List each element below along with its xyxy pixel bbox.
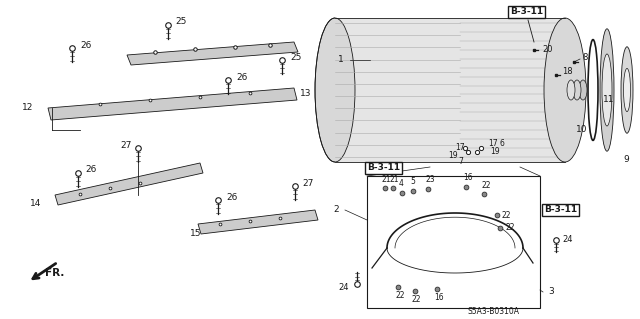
Text: 25: 25 — [290, 53, 301, 62]
Text: 7: 7 — [458, 158, 463, 167]
Polygon shape — [48, 88, 297, 120]
Text: 21: 21 — [382, 174, 392, 183]
Text: 23: 23 — [425, 175, 435, 184]
Text: 15: 15 — [190, 229, 202, 239]
Text: 26: 26 — [80, 41, 92, 49]
Text: 5: 5 — [410, 177, 415, 187]
Text: 13: 13 — [300, 88, 312, 98]
Text: 4: 4 — [399, 180, 404, 189]
Text: 21: 21 — [390, 174, 399, 183]
Text: 8: 8 — [582, 54, 588, 63]
Polygon shape — [55, 163, 203, 205]
Text: 19: 19 — [448, 151, 458, 160]
Text: 14: 14 — [30, 198, 42, 207]
Text: S5A3-B0310A: S5A3-B0310A — [468, 307, 520, 315]
Text: 22: 22 — [505, 224, 515, 233]
Text: 20: 20 — [542, 46, 552, 55]
Bar — [335, 18, 565, 162]
Text: 26: 26 — [226, 192, 237, 202]
Text: B-3-11: B-3-11 — [367, 164, 400, 173]
Ellipse shape — [600, 29, 614, 151]
Text: 3: 3 — [548, 287, 554, 296]
Text: FR.: FR. — [45, 268, 65, 278]
Text: 22: 22 — [481, 181, 490, 189]
Text: 22: 22 — [412, 295, 422, 305]
Text: 6: 6 — [500, 138, 505, 147]
Text: 24: 24 — [562, 235, 573, 244]
Ellipse shape — [573, 80, 581, 100]
Text: 27: 27 — [302, 179, 314, 188]
Ellipse shape — [315, 18, 355, 162]
Polygon shape — [198, 210, 318, 234]
Text: 22: 22 — [502, 211, 511, 219]
Polygon shape — [127, 42, 298, 65]
Text: 26: 26 — [236, 72, 248, 81]
Text: 25: 25 — [175, 18, 186, 26]
Text: 11: 11 — [603, 95, 614, 105]
Ellipse shape — [567, 80, 575, 100]
Text: 9: 9 — [623, 155, 628, 165]
Text: B-3-11: B-3-11 — [510, 8, 543, 17]
Ellipse shape — [544, 18, 586, 162]
Text: 22: 22 — [395, 292, 404, 300]
Text: 1: 1 — [338, 56, 344, 64]
Ellipse shape — [621, 47, 633, 133]
Ellipse shape — [623, 68, 630, 112]
Text: 18: 18 — [562, 68, 573, 77]
Text: 12: 12 — [22, 103, 33, 113]
Text: 10: 10 — [576, 125, 588, 135]
Text: 26: 26 — [85, 166, 97, 174]
Text: 27: 27 — [120, 140, 131, 150]
Ellipse shape — [602, 54, 612, 126]
Text: 24: 24 — [338, 284, 349, 293]
Ellipse shape — [579, 80, 587, 100]
Text: 2: 2 — [333, 205, 339, 214]
Bar — [367, 176, 540, 308]
Text: 19: 19 — [490, 146, 500, 155]
Text: 16: 16 — [463, 174, 472, 182]
Text: 16: 16 — [434, 293, 444, 302]
Text: B-3-11: B-3-11 — [544, 205, 577, 214]
Text: 17: 17 — [488, 138, 498, 147]
Text: 17: 17 — [455, 144, 465, 152]
